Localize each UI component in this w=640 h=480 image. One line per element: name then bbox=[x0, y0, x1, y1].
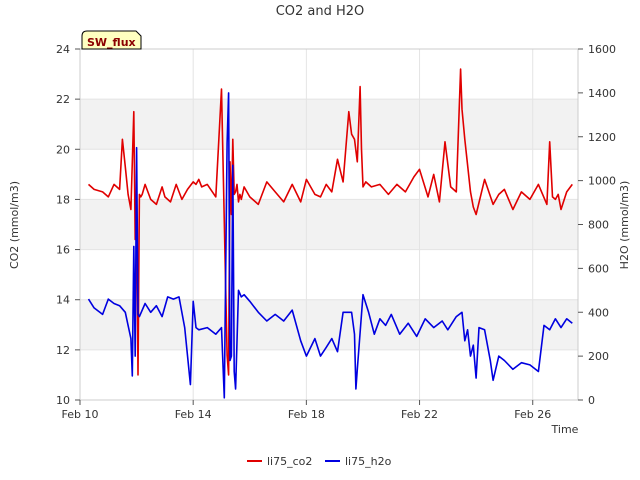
y-left-tick-label: 14 bbox=[56, 294, 70, 307]
x-axis-label: Time bbox=[551, 423, 579, 436]
x-axis: Feb 10 Feb 14 Feb 18 Feb 22 Feb 26 bbox=[62, 400, 551, 421]
legend-label-h2o: li75_h2o bbox=[345, 455, 392, 468]
y-right-tick-label: 1400 bbox=[588, 87, 616, 100]
y-right-tick-label: 800 bbox=[588, 219, 609, 232]
y-right-tick-label: 600 bbox=[588, 262, 609, 275]
y-left-tick-label: 10 bbox=[56, 394, 70, 407]
background-bands bbox=[80, 99, 578, 350]
y-axis-left: 10 12 14 16 18 20 22 24 bbox=[56, 43, 80, 407]
y-left-tick-label: 22 bbox=[56, 93, 70, 106]
x-tick-label: Feb 26 bbox=[514, 408, 551, 421]
y-axis-right: 0 200 400 600 800 1000 1200 1400 1600 bbox=[578, 43, 616, 407]
y-left-tick-label: 16 bbox=[56, 244, 70, 257]
y-axis-left-label: CO2 (mmol/m3) bbox=[8, 181, 21, 269]
y-right-tick-label: 1200 bbox=[588, 131, 616, 144]
x-tick-label: Feb 14 bbox=[175, 408, 212, 421]
y-left-tick-label: 12 bbox=[56, 344, 70, 357]
y-right-tick-label: 0 bbox=[588, 394, 595, 407]
legend: li75_co2 li75_h2o bbox=[247, 455, 392, 468]
y-right-tick-label: 1000 bbox=[588, 175, 616, 188]
y-right-tick-label: 200 bbox=[588, 350, 609, 363]
sw-flux-badge: SW_flux bbox=[81, 30, 142, 50]
series-lines bbox=[87, 68, 573, 399]
legend-label-co2: li75_co2 bbox=[267, 455, 312, 468]
x-tick-label: Feb 10 bbox=[62, 408, 99, 421]
y-right-tick-label: 400 bbox=[588, 306, 609, 319]
band-2 bbox=[80, 99, 578, 150]
x-tick-label: Feb 22 bbox=[401, 408, 438, 421]
chart-title: CO2 and H2O bbox=[276, 4, 365, 19]
y-left-tick-label: 20 bbox=[56, 143, 70, 156]
series-line-li75_co2 bbox=[87, 68, 573, 376]
y-left-tick-label: 24 bbox=[56, 43, 70, 56]
y-right-tick-label: 1600 bbox=[588, 43, 616, 56]
band-1 bbox=[80, 199, 578, 250]
badge-shape bbox=[81, 30, 142, 50]
x-tick-label: Feb 18 bbox=[288, 408, 325, 421]
series-line-li75_h2o bbox=[87, 92, 573, 399]
y-left-tick-label: 18 bbox=[56, 193, 70, 206]
badge-label: SW_flux bbox=[87, 36, 136, 49]
y-axis-right-label: H2O (mmol/m3) bbox=[618, 181, 631, 270]
band-0 bbox=[80, 299, 578, 350]
